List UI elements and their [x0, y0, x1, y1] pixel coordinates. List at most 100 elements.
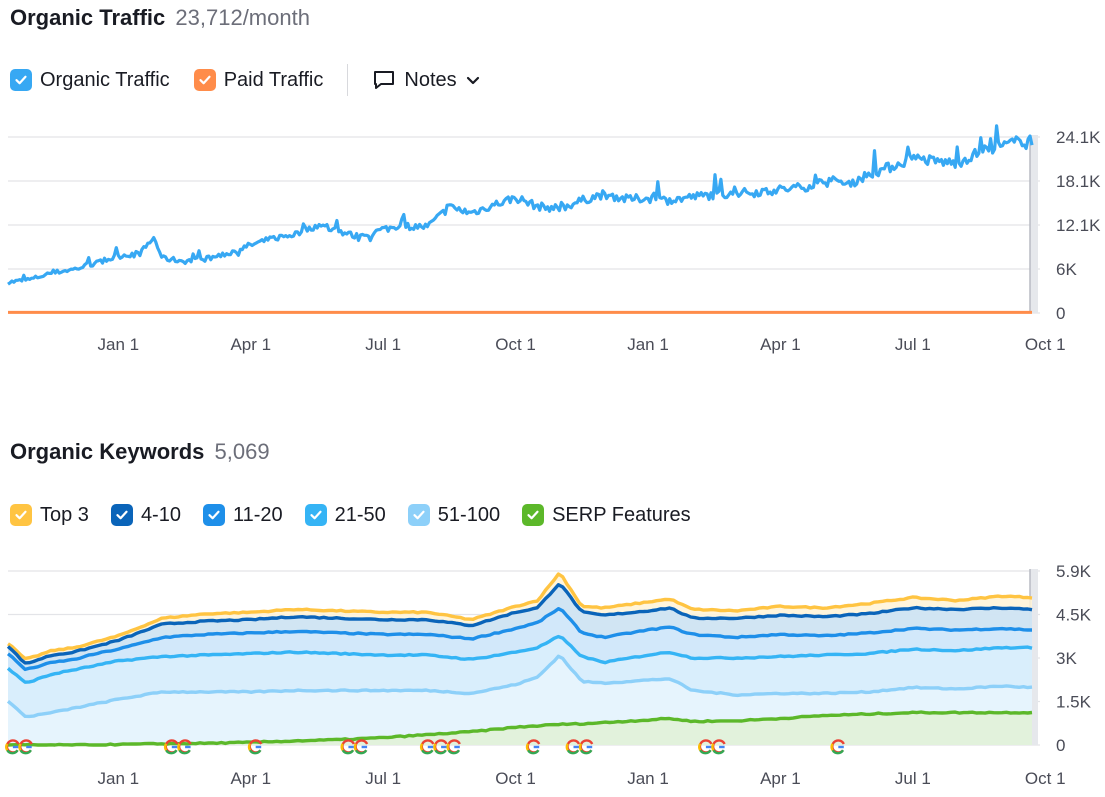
google-g-arc — [831, 749, 845, 755]
keywords-title: Organic Keywords 5,069 — [10, 439, 270, 465]
legend-label: 11-20 — [232, 503, 283, 526]
legend-top-3[interactable]: Top 3 — [10, 504, 89, 527]
x-tick-label: Oct 1 — [1025, 335, 1066, 354]
google-g-arc — [177, 743, 181, 751]
google-g-arc — [340, 743, 344, 751]
google-g-arc — [446, 743, 450, 751]
y-tick-label: 0 — [1056, 736, 1065, 755]
checkbox-checked-icon[interactable] — [10, 69, 32, 91]
legend-label: Top 3 — [40, 503, 89, 526]
legend-label: 4-10 — [140, 503, 181, 526]
legend-label: 21-50 — [334, 503, 386, 526]
series-top-3-line — [7, 572, 1033, 661]
legend-4-10[interactable]: 4-10 — [110, 503, 181, 527]
organic-traffic-chart: 0 6K 12.1K 18.1K 24.1K Jan 1 Apr 1 Jul 1 Oct 1 Ja… — [7, 124, 1101, 354]
checkbox-checked-icon[interactable] — [522, 504, 545, 526]
google-g-arc — [419, 743, 424, 751]
x-tick-label: Apr 1 — [230, 335, 271, 354]
google-update-icon — [353, 739, 369, 755]
current-period-band — [1030, 569, 1038, 745]
google-g-arc — [353, 743, 357, 751]
google-update-icon — [578, 739, 594, 755]
google-g-arc — [19, 749, 32, 755]
checkbox-checked-icon[interactable] — [304, 504, 327, 526]
y-tick-label: 18.1K — [1056, 172, 1101, 191]
current-period-band — [1030, 135, 1038, 313]
legend-label: SERP Features — [552, 503, 691, 526]
google-g-arc — [18, 743, 22, 751]
google-update-icon — [525, 739, 541, 755]
notes-label: Notes — [404, 68, 457, 91]
legend-51-100[interactable]: 51-100 — [407, 503, 501, 527]
y-tick-label: 12.1K — [1056, 216, 1101, 235]
google-g-arc — [566, 749, 580, 755]
checkbox-checked-icon[interactable] — [202, 504, 225, 526]
google-update-icon — [446, 739, 461, 755]
x-tick-label: Apr 1 — [760, 769, 801, 788]
x-tick-label: Apr 1 — [230, 769, 271, 788]
y-tick-label: 24.1K — [1056, 128, 1101, 147]
google-g-arc — [434, 749, 447, 755]
y-tick-label: 6K — [1056, 260, 1077, 279]
x-tick-label: Apr 1 — [760, 335, 801, 354]
keywords-legend: Top 3 4-10 11-20 21-50 51-100 SERP Features — [10, 500, 713, 530]
series-21-50-line — [6, 634, 1033, 684]
notes-dropdown[interactable]: Notes — [372, 68, 480, 92]
x-tick-label: Jan 1 — [627, 335, 669, 354]
google-g-arc — [6, 749, 19, 755]
series-51-100-line — [6, 654, 1033, 719]
checkbox-checked-icon[interactable] — [110, 504, 133, 526]
keywords-title-label: Organic Keywords — [10, 439, 205, 464]
google-g-arc — [698, 743, 702, 751]
google-g-arc — [421, 749, 434, 755]
x-tick-label: Jan 1 — [627, 769, 669, 788]
google-update-icon — [5, 739, 20, 755]
legend-label: Organic Traffic — [40, 68, 170, 91]
legend-label: Paid Traffic — [223, 68, 324, 91]
legend-21-50[interactable]: 21-50 — [304, 503, 386, 527]
x-tick-label: Jul 1 — [895, 335, 931, 354]
google-update-icon — [711, 739, 726, 755]
google-update-icon — [340, 739, 355, 755]
google-g-arc — [565, 743, 569, 751]
checkbox-checked-icon[interactable] — [407, 504, 430, 526]
google-g-arc — [699, 749, 712, 755]
legend-label: 51-100 — [437, 503, 501, 526]
checkbox-checked-icon[interactable] — [193, 69, 216, 91]
x-tick-label: Jul 1 — [365, 335, 401, 354]
google-g-arc — [5, 743, 9, 751]
y-tick-label: 4.5K — [1056, 606, 1092, 625]
y-tick-label: 5.9K — [1056, 562, 1092, 581]
google-g-arc — [178, 749, 191, 755]
legend-organic-traffic[interactable]: Organic Traffic — [10, 69, 170, 92]
google-update-icon — [18, 739, 33, 755]
traffic-title: Organic Traffic 23,712/month — [10, 5, 310, 31]
google-g-arc — [433, 743, 437, 751]
traffic-legend: Organic Traffic Paid Traffic Notes — [10, 64, 481, 96]
legend-11-20[interactable]: 11-20 — [202, 503, 283, 527]
google-g-arc — [248, 749, 262, 755]
series-11-20-line — [6, 607, 1032, 672]
series-4-10-line — [6, 583, 1033, 665]
google-g-arc — [247, 743, 252, 751]
comment-icon — [372, 68, 396, 92]
x-tick-label: Oct 1 — [1025, 769, 1066, 788]
traffic-title-label: Organic Traffic — [10, 5, 166, 30]
y-tick-label: 0 — [1056, 304, 1065, 323]
legend-paid-traffic[interactable]: Paid Traffic — [193, 68, 324, 92]
google-update-icon — [830, 739, 845, 755]
google-g-arc — [354, 749, 368, 755]
google-update-icon — [247, 739, 263, 755]
google-update-icon — [565, 739, 581, 755]
legend-serp-features[interactable]: SERP Features — [522, 504, 691, 527]
google-update-icon — [433, 739, 448, 755]
google-g-arc — [165, 749, 178, 755]
google-g-arc — [447, 749, 461, 755]
x-tick-label: Oct 1 — [495, 769, 536, 788]
google-update-icon — [163, 739, 179, 755]
google-g-arc — [578, 743, 583, 751]
google-g-arc — [712, 749, 725, 755]
checkbox-checked-icon[interactable] — [10, 504, 32, 526]
google-g-arc — [341, 749, 355, 755]
